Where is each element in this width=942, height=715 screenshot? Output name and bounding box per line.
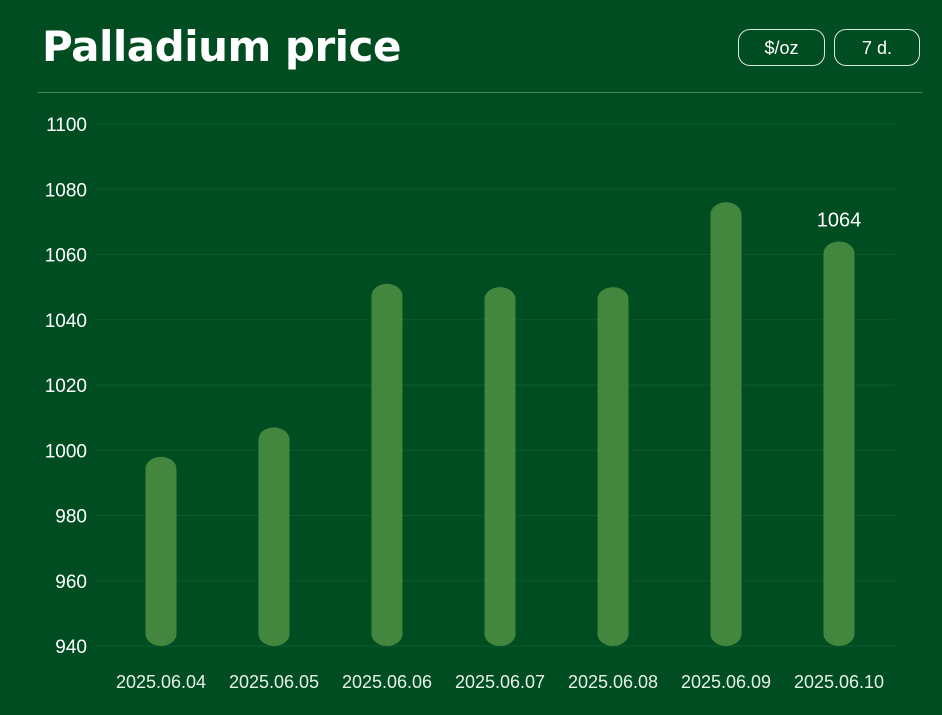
bar (258, 427, 290, 646)
y-tick-label: 940 (55, 637, 87, 658)
x-tick-label: 2025.06.08 (568, 672, 658, 692)
time-range-button[interactable]: 7 d. (834, 29, 920, 66)
header-divider (38, 92, 922, 93)
y-tick-label: 980 (55, 507, 87, 528)
y-tick-label: 960 (55, 572, 87, 593)
unit-selector-button[interactable]: $/oz (738, 29, 825, 66)
y-tick-label: 1040 (45, 311, 87, 332)
bar (597, 287, 629, 646)
bar (710, 202, 742, 647)
bar (484, 287, 516, 646)
bar (823, 241, 855, 646)
page-title: Palladium price (42, 22, 401, 71)
bar (145, 456, 177, 646)
y-tick-label: 1000 (45, 441, 87, 462)
y-tick-label: 1020 (45, 376, 87, 397)
x-tick-label: 2025.06.10 (794, 672, 884, 692)
data-label: 1064 (817, 209, 862, 231)
x-tick-label: 2025.06.04 (116, 672, 206, 692)
x-tick-label: 2025.06.05 (229, 672, 319, 692)
x-tick-label: 2025.06.07 (455, 672, 545, 692)
y-tick-label: 1100 (46, 115, 87, 136)
y-tick-label: 1080 (45, 180, 87, 201)
x-tick-label: 2025.06.09 (681, 672, 771, 692)
x-tick-label: 2025.06.06 (342, 672, 432, 692)
y-tick-label: 1060 (45, 246, 87, 267)
bar (371, 283, 403, 646)
